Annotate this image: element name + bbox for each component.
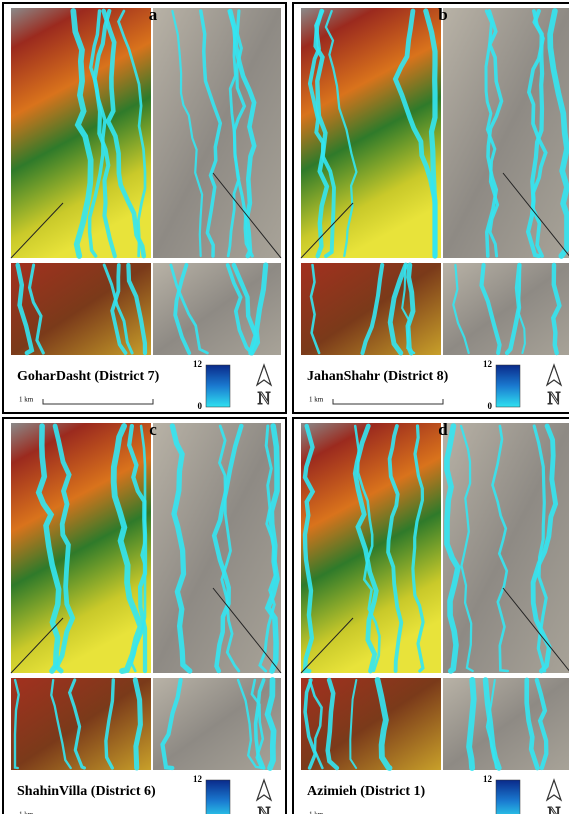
satellite-map <box>443 423 569 673</box>
panel: b JahanShahr (District 8) 1 km 12 0 N <box>293 3 569 413</box>
legend-max: 12 <box>483 774 493 784</box>
panel-title: ShahinVilla (District 6) <box>17 784 156 799</box>
satellite-zoom <box>443 678 569 770</box>
elevation-zoom <box>11 678 151 770</box>
scale-label: 1 km <box>19 396 34 404</box>
panel-letter: d <box>438 420 448 439</box>
panel-title: Azimieh (District 1) <box>307 784 426 799</box>
legend-min: 0 <box>198 401 203 411</box>
north-label: N <box>548 388 561 408</box>
north-label: N <box>258 388 271 408</box>
depth-colorbar <box>206 780 230 814</box>
panel-letter: a <box>149 5 158 24</box>
depth-colorbar <box>496 365 520 407</box>
panel-title: JahanShahr (District 8) <box>307 369 449 384</box>
elevation-zoom <box>301 678 441 770</box>
north-label: N <box>548 803 561 814</box>
panel-letter: c <box>149 420 157 439</box>
panel-letter: b <box>438 5 447 24</box>
panel: a GoharDasht (District 7) 1 km 12 0 N <box>3 3 286 413</box>
scale-label: 1 km <box>19 811 34 814</box>
depth-colorbar <box>206 365 230 407</box>
satellite-zoom <box>443 263 569 355</box>
panel-title: GoharDasht (District 7) <box>17 369 160 384</box>
legend-max: 12 <box>193 774 203 784</box>
legend-max: 12 <box>193 359 203 369</box>
elevation-zoom <box>301 263 441 355</box>
scale-label: 1 km <box>309 396 324 404</box>
depth-colorbar <box>496 780 520 814</box>
north-label: N <box>258 803 271 814</box>
legend-min: 0 <box>488 401 493 411</box>
figure: a GoharDasht (District 7) 1 km 12 0 Nb JahanSh… <box>0 0 569 814</box>
elevation-map <box>11 423 151 673</box>
scale-label: 1 km <box>309 811 324 814</box>
legend-max: 12 <box>483 359 493 369</box>
